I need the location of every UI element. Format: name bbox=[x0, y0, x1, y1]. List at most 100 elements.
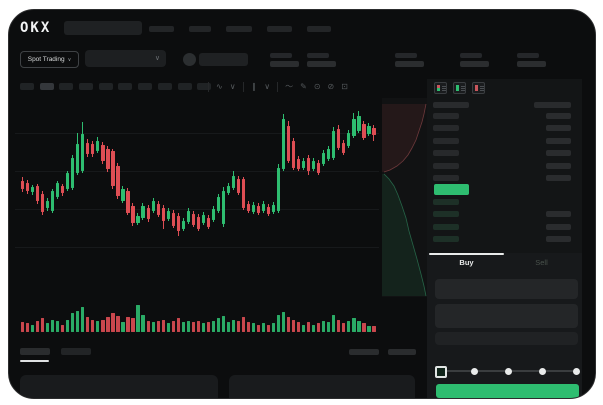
pair-info-button[interactable] bbox=[199, 53, 248, 66]
bid-amount bbox=[546, 211, 571, 217]
ask-price bbox=[433, 175, 459, 181]
indicators-icon[interactable]: ∿ bbox=[216, 81, 223, 91]
interval-button-8[interactable] bbox=[177, 83, 192, 90]
dash bbox=[461, 90, 465, 91]
candle bbox=[121, 189, 125, 202]
slider-stop-50[interactable] bbox=[505, 367, 512, 375]
stat-label bbox=[270, 53, 292, 58]
ask-amount bbox=[546, 138, 571, 144]
interval-button-9[interactable] bbox=[197, 83, 212, 90]
nav-item-3[interactable] bbox=[267, 26, 292, 32]
chart-gridline bbox=[15, 209, 379, 210]
depth-chart bbox=[382, 98, 429, 297]
volume-bar bbox=[332, 314, 336, 332]
volume-bar bbox=[186, 320, 190, 332]
pair-selector-dropdown[interactable]: ∨ bbox=[85, 50, 166, 67]
candle bbox=[101, 145, 105, 162]
color-bottom bbox=[456, 88, 459, 91]
bid-price bbox=[433, 224, 459, 230]
toolbar-divider bbox=[208, 81, 209, 92]
interval-button-3[interactable] bbox=[79, 83, 94, 90]
ask-amount bbox=[546, 175, 571, 181]
candle bbox=[367, 126, 371, 134]
nav-item-1[interactable] bbox=[189, 26, 211, 32]
volume-bar bbox=[56, 320, 60, 332]
pencil-icon[interactable]: ✎ bbox=[300, 81, 307, 91]
candle bbox=[66, 173, 70, 190]
interval-button-0[interactable] bbox=[20, 83, 34, 90]
disabled-circle-icon[interactable]: ⊘ bbox=[327, 81, 335, 91]
candle bbox=[216, 197, 220, 211]
candle bbox=[176, 215, 180, 231]
interval-button-4[interactable] bbox=[98, 83, 113, 90]
toolbar-divider bbox=[242, 81, 244, 92]
search-input[interactable] bbox=[64, 21, 142, 35]
buy-button[interactable] bbox=[436, 384, 579, 398]
volume-bars bbox=[15, 296, 379, 332]
ask-amount bbox=[546, 125, 571, 131]
slider-stop-100[interactable] bbox=[573, 367, 580, 375]
book-view-asks-icon[interactable] bbox=[472, 82, 485, 94]
volume-bar bbox=[171, 320, 175, 332]
candle bbox=[106, 149, 110, 170]
candle bbox=[332, 130, 336, 158]
candle-style-icon[interactable]: ❙ bbox=[250, 81, 258, 91]
interval-button-1[interactable] bbox=[39, 83, 54, 90]
total-field[interactable] bbox=[435, 332, 578, 345]
nav-item-4[interactable] bbox=[307, 26, 331, 32]
tab-buy[interactable]: Buy bbox=[459, 258, 474, 267]
candle bbox=[362, 123, 366, 138]
interval-button-7[interactable] bbox=[157, 83, 172, 90]
slider-stop-25[interactable] bbox=[471, 367, 478, 375]
dash bbox=[461, 86, 465, 87]
bid-amount bbox=[546, 224, 571, 230]
nav-item-0[interactable] bbox=[149, 26, 174, 32]
chevron-down-icon[interactable]: ∨ bbox=[229, 81, 236, 91]
toolbar-divider bbox=[277, 81, 279, 92]
candle bbox=[312, 161, 316, 170]
price-input[interactable] bbox=[435, 279, 578, 299]
candlestick-chart[interactable] bbox=[15, 96, 379, 291]
candle bbox=[196, 217, 200, 230]
ask-price bbox=[433, 113, 459, 119]
bottom-tab-orders[interactable] bbox=[20, 348, 50, 355]
volume-bar bbox=[131, 318, 135, 332]
slider-stop-75[interactable] bbox=[539, 367, 546, 375]
candle bbox=[91, 143, 95, 154]
camera-icon[interactable]: ⊙ bbox=[313, 81, 321, 91]
dash bbox=[480, 90, 484, 91]
candle bbox=[166, 210, 170, 219]
interval-button-2[interactable] bbox=[59, 83, 74, 90]
amount-input[interactable] bbox=[435, 304, 578, 328]
candle bbox=[161, 207, 165, 222]
fullscreen-icon[interactable]: ⊡ bbox=[341, 81, 348, 91]
book-view-bids-icon[interactable] bbox=[453, 82, 466, 94]
bottom-tab-history[interactable] bbox=[61, 348, 91, 355]
interval-button-6[interactable] bbox=[138, 83, 153, 90]
candle bbox=[292, 141, 296, 168]
volume-bar bbox=[277, 314, 281, 332]
candle bbox=[246, 203, 251, 211]
volume-bar bbox=[347, 320, 351, 332]
market-type-dropdown[interactable]: Spot Trading ∨ bbox=[20, 51, 79, 68]
chevron-down-icon: ∨ bbox=[154, 55, 160, 62]
chevron-down-icon[interactable]: ∨ bbox=[264, 81, 271, 91]
tab-sell[interactable]: Sell bbox=[535, 258, 548, 267]
candle bbox=[282, 118, 286, 170]
candle bbox=[71, 158, 75, 188]
candle bbox=[266, 206, 271, 214]
line-tool-icon[interactable]: 〜 bbox=[285, 81, 294, 91]
candle bbox=[231, 175, 236, 188]
stat-label bbox=[517, 53, 539, 58]
volume-bar bbox=[156, 320, 160, 332]
book-view-combined-icon[interactable] bbox=[434, 82, 447, 94]
nav-item-2[interactable] bbox=[226, 26, 252, 32]
slider-handle[interactable] bbox=[435, 366, 447, 378]
dash bbox=[442, 88, 446, 89]
dash bbox=[442, 90, 446, 91]
volume-bar bbox=[201, 323, 205, 332]
candle bbox=[342, 142, 346, 154]
interval-button-5[interactable] bbox=[118, 83, 133, 90]
chart-footer-control[interactable] bbox=[349, 349, 379, 355]
chart-footer-control[interactable] bbox=[388, 349, 416, 355]
